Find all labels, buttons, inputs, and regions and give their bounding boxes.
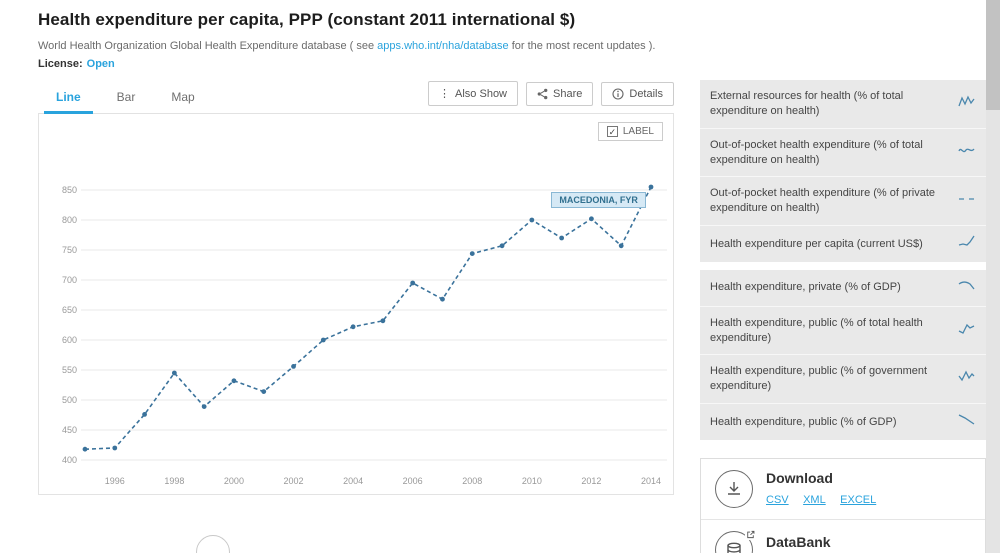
details-label: Details — [629, 87, 663, 100]
scrollbar[interactable] — [986, 0, 1000, 553]
label-checkbox[interactable]: ✓ LABEL — [597, 122, 663, 141]
svg-text:850: 850 — [62, 185, 77, 195]
page-title: Health expenditure per capita, PPP (cons… — [38, 10, 576, 29]
details-button[interactable]: Details — [601, 81, 674, 106]
source-text: World Health Organization Global Health … — [38, 40, 378, 52]
indicator-group-2: Health expenditure, private (% of GDP) H… — [700, 269, 986, 440]
source-link[interactable]: apps.who.int/nha/database — [377, 40, 509, 52]
declining-sparkline-icon — [958, 413, 976, 431]
check-sparkline-icon — [958, 322, 976, 340]
label-checkbox-text: LABEL — [622, 126, 654, 137]
download-icon-wrap — [715, 469, 753, 508]
license-line: License: Open — [38, 58, 1000, 70]
indicator-external-resources[interactable]: External resources for health (% of tota… — [700, 80, 986, 129]
indicator-label: Health expenditure, public (% of total h… — [710, 316, 923, 344]
svg-text:700: 700 — [62, 275, 77, 285]
dashed-sparkline-icon — [958, 192, 976, 210]
peek-circle-icon — [196, 535, 230, 553]
share-button[interactable]: Share — [526, 81, 594, 106]
tab-map[interactable]: Map — [171, 89, 195, 104]
chart-column: Line Bar Map ⋮ Also Show Share Details — [38, 80, 674, 553]
next-section-peek — [38, 495, 674, 553]
svg-text:2008: 2008 — [462, 476, 482, 486]
svg-text:2014: 2014 — [641, 476, 661, 486]
arc-sparkline-icon — [958, 279, 976, 297]
indicator-public-government[interactable]: Health expenditure, public (% of governm… — [700, 355, 986, 405]
svg-text:2006: 2006 — [403, 476, 423, 486]
databank-content: DataBank Online tool for visualization a… — [766, 534, 962, 553]
svg-text:400: 400 — [62, 455, 77, 465]
indicator-label: External resources for health (% of tota… — [710, 90, 904, 117]
download-content: Download CSV XML EXCEL — [766, 470, 886, 508]
indicator-group-1: External resources for health (% of tota… — [700, 80, 986, 262]
download-icon — [715, 469, 753, 508]
header: Health expenditure per capita, PPP (cons… — [0, 0, 1000, 70]
svg-text:2012: 2012 — [581, 476, 601, 486]
svg-text:450: 450 — [62, 425, 77, 435]
series-label[interactable]: MACEDONIA, FYR — [551, 192, 646, 208]
svg-text:1996: 1996 — [105, 476, 125, 486]
svg-text:2002: 2002 — [284, 476, 304, 486]
jagged-sparkline-icon — [958, 370, 976, 388]
also-show-label: Also Show — [455, 87, 508, 100]
source-text-suffix: for the most recent updates ). — [508, 40, 656, 52]
scrollbar-thumb[interactable] — [986, 0, 1000, 110]
zigzag-sparkline-icon — [958, 95, 976, 113]
svg-text:2004: 2004 — [343, 476, 363, 486]
indicator-label: Out-of-pocket health expenditure (% of t… — [710, 138, 923, 166]
tab-bar-chart[interactable]: Bar — [116, 89, 136, 104]
resources-panel: Download CSV XML EXCEL — [700, 457, 986, 553]
svg-text:2000: 2000 — [224, 476, 244, 486]
xml-link[interactable]: XML — [803, 493, 826, 506]
download-row[interactable]: Download CSV XML EXCEL — [701, 459, 985, 519]
line-chart[interactable]: 400 450 500 550 600 650 700 750 800 850 1996 1998 20… — [39, 142, 673, 494]
indicator-oop-total[interactable]: Out-of-pocket health expenditure (% of t… — [700, 128, 986, 178]
checkbox-checked-icon: ✓ — [606, 126, 618, 137]
indicator-label: Health expenditure, public (% of governm… — [710, 365, 928, 393]
license-link[interactable]: Open — [86, 58, 115, 70]
also-show-button[interactable]: ⋮ Also Show — [428, 81, 519, 106]
indicator-public-total[interactable]: Health expenditure, public (% of total h… — [700, 306, 986, 356]
rising-sparkline-icon — [958, 235, 976, 253]
source-line: World Health Organization Global Health … — [38, 40, 1000, 52]
external-link-icon — [745, 528, 756, 540]
svg-text:2010: 2010 — [522, 476, 542, 486]
databank-row[interactable]: DataBank Online tool for visualization a… — [701, 518, 985, 553]
chart-panel: ✓ LABEL 400 450 500 550 600 650 700 750 800 850 19… — [38, 114, 674, 495]
svg-text:750: 750 — [62, 245, 77, 255]
svg-text:800: 800 — [62, 215, 77, 225]
indicator-label: Health expenditure, private (% of GDP) — [710, 281, 901, 294]
databank-title: DataBank — [766, 533, 831, 550]
databank-icon-wrap — [715, 528, 756, 553]
tab-line[interactable]: Line — [38, 80, 99, 114]
license-label: License: — [38, 58, 83, 70]
indicator-private-gdp[interactable]: Health expenditure, private (% of GDP) — [700, 269, 986, 307]
download-title: Download — [766, 469, 833, 486]
info-icon — [612, 87, 624, 100]
chart-toolbar: ⋮ Also Show Share Details — [428, 80, 674, 113]
download-links: CSV XML EXCEL — [766, 490, 886, 508]
indicator-label: Health expenditure per capita (current U… — [710, 237, 923, 250]
share-label: Share — [553, 87, 583, 100]
csv-link[interactable]: CSV — [766, 493, 789, 506]
indicator-label: Out-of-pocket health expenditure (% of p… — [710, 187, 936, 215]
ellipsis-icon: ⋮ — [439, 88, 451, 100]
svg-text:550: 550 — [62, 365, 77, 375]
main-content: Line Bar Map ⋮ Also Show Share Details — [0, 80, 1000, 553]
indicator-label: Health expenditure, public (% of GDP) — [710, 415, 897, 428]
wave-sparkline-icon — [958, 144, 976, 162]
svg-text:600: 600 — [62, 335, 77, 345]
indicator-per-capita-usd[interactable]: Health expenditure per capita (current U… — [700, 226, 986, 262]
excel-link[interactable]: EXCEL — [840, 493, 877, 506]
share-icon — [537, 88, 548, 100]
related-indicators-sidebar: External resources for health (% of tota… — [700, 80, 986, 553]
svg-text:1998: 1998 — [164, 476, 184, 486]
tab-bar: Line Bar Map ⋮ Also Show Share Details — [38, 80, 674, 114]
indicator-oop-private[interactable]: Out-of-pocket health expenditure (% of p… — [700, 177, 986, 227]
svg-text:500: 500 — [62, 395, 77, 405]
indicator-public-gdp[interactable]: Health expenditure, public (% of GDP) — [700, 404, 986, 440]
svg-text:650: 650 — [62, 305, 77, 315]
